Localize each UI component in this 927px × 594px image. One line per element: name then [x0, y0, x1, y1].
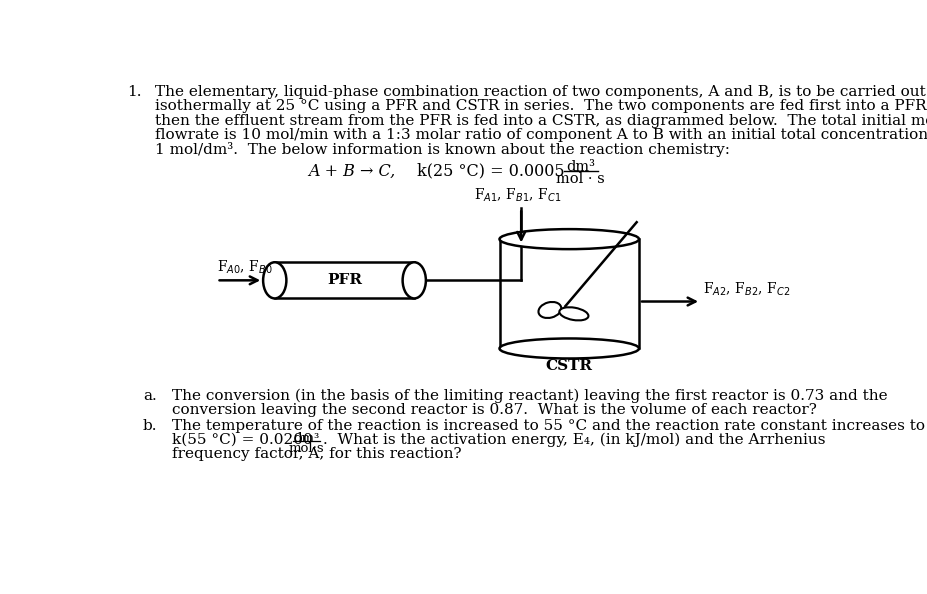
- Text: mol·s: mol·s: [288, 442, 324, 455]
- Text: The temperature of the reaction is increased to 55 °C and the reaction rate cons: The temperature of the reaction is incre…: [171, 419, 924, 432]
- Text: conversion leaving the second reactor is 0.87.  What is the volume of each react: conversion leaving the second reactor is…: [171, 403, 817, 417]
- Ellipse shape: [500, 229, 639, 249]
- Text: 1 mol/dm³.  The below information is known about the reaction chemistry:: 1 mol/dm³. The below information is know…: [155, 142, 730, 157]
- Bar: [274, 262, 414, 298]
- Text: mol · s: mol · s: [556, 172, 605, 186]
- Text: k(25 °C) = 0.0005: k(25 °C) = 0.0005: [416, 163, 565, 179]
- Text: A + B → C,: A + B → C,: [308, 163, 395, 179]
- Ellipse shape: [559, 307, 589, 320]
- Text: b.: b.: [143, 419, 158, 432]
- Text: then the effluent stream from the PFR is fed into a CSTR, as diagrammed below.  : then the effluent stream from the PFR is…: [155, 113, 927, 128]
- Text: The conversion (in the basis of the limiting reactant) leaving the first reactor: The conversion (in the basis of the limi…: [171, 388, 887, 403]
- Ellipse shape: [263, 262, 286, 298]
- Text: PFR: PFR: [327, 273, 362, 287]
- Text: F$_{A2}$, F$_{B2}$, F$_{C2}$: F$_{A2}$, F$_{B2}$, F$_{C2}$: [704, 280, 791, 298]
- Ellipse shape: [500, 339, 639, 359]
- Bar: [500, 239, 639, 349]
- Text: isothermally at 25 °C using a PFR and CSTR in series.  The two components are fe: isothermally at 25 °C using a PFR and CS…: [155, 99, 927, 113]
- Text: F$_{A0}$, F$_{B0}$: F$_{A0}$, F$_{B0}$: [217, 259, 273, 276]
- Text: a.: a.: [143, 388, 157, 403]
- Text: flowrate is 10 mol/min with a 1:3 molar ratio of component A to B with an initia: flowrate is 10 mol/min with a 1:3 molar …: [155, 128, 927, 142]
- Ellipse shape: [402, 262, 425, 298]
- Text: .  What is the activation energy, E₄, (in kJ/mol) and the Arrhenius: . What is the activation energy, E₄, (in…: [323, 433, 825, 447]
- Text: dm³: dm³: [566, 160, 595, 174]
- Text: The elementary, liquid-phase combination reaction of two components, A and B, is: The elementary, liquid-phase combination…: [155, 85, 925, 99]
- Ellipse shape: [539, 302, 561, 318]
- Text: frequency factor, A, for this reaction?: frequency factor, A, for this reaction?: [171, 447, 462, 461]
- Text: k(55 °C) = 0.0200: k(55 °C) = 0.0200: [171, 433, 312, 447]
- Text: CSTR: CSTR: [546, 359, 592, 373]
- Text: F$_{A1}$, F$_{B1}$, F$_{C1}$: F$_{A1}$, F$_{B1}$, F$_{C1}$: [474, 187, 561, 204]
- Text: 1.: 1.: [128, 85, 142, 99]
- Text: dm³: dm³: [294, 432, 320, 445]
